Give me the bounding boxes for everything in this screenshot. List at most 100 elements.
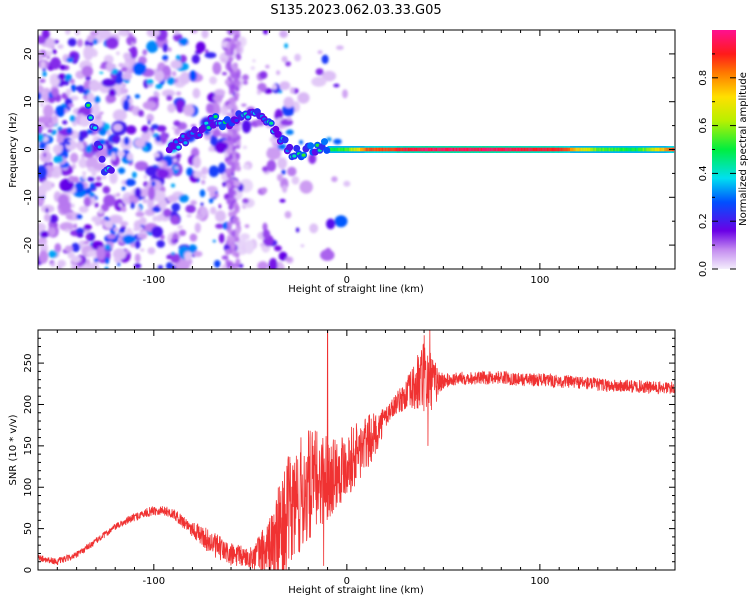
ridge-cell <box>549 147 553 152</box>
noise-blob <box>134 187 142 198</box>
ridge-cell <box>384 147 387 152</box>
noise-blob <box>167 103 176 113</box>
noise-blob <box>121 66 128 72</box>
ridge-cell <box>343 147 346 152</box>
noise-blob <box>218 162 226 175</box>
noise-blob <box>285 61 291 67</box>
ridge-cell <box>400 147 403 152</box>
ridge-cell <box>485 147 488 152</box>
ridge-cell <box>508 147 511 152</box>
noise-blob <box>66 127 73 134</box>
noise-blob <box>115 72 122 77</box>
ridge-cell <box>514 147 517 152</box>
ridge-cell <box>471 147 474 152</box>
noise-blob <box>233 180 239 187</box>
ridge-cell <box>448 147 451 152</box>
noise-blob <box>199 206 208 217</box>
noise-blob <box>92 38 98 45</box>
y-tick-label: 150 <box>23 436 34 455</box>
noise-blob <box>107 234 116 240</box>
noise-blob <box>241 119 252 134</box>
noise-blob <box>209 76 218 85</box>
noise-blob <box>102 175 107 180</box>
noise-blob <box>87 166 95 172</box>
ridge-cell <box>639 147 642 152</box>
ridge-cell <box>398 147 401 152</box>
ridge-cell <box>478 147 482 152</box>
noise-blob <box>118 228 126 234</box>
noise-blob <box>104 256 110 265</box>
noise-blob <box>185 204 196 214</box>
noise-blob <box>230 43 236 50</box>
noise-blob <box>151 180 156 187</box>
ridge-cell <box>427 147 431 152</box>
ridge-cell <box>644 147 647 152</box>
ridge-cell <box>375 147 378 152</box>
noise-blob <box>145 166 158 177</box>
noise-blob <box>151 124 159 130</box>
noise-blob <box>76 232 84 238</box>
noise-blob <box>131 42 135 46</box>
noise-blob <box>74 223 77 229</box>
noise-blob <box>186 214 192 218</box>
ridge-cell <box>440 147 443 152</box>
ridge-cell <box>591 147 594 152</box>
noise-blob <box>38 133 45 143</box>
noise-blob <box>63 79 70 86</box>
noise-blob <box>54 222 58 228</box>
noise-blob <box>122 72 133 80</box>
ridge-cell <box>557 147 560 152</box>
noise-blob <box>41 180 53 192</box>
ridge-cell <box>566 147 570 152</box>
ridge-cell <box>410 147 414 152</box>
ridge-cell <box>628 147 631 152</box>
ridge-cell <box>380 147 383 152</box>
noise-blob <box>54 243 62 253</box>
noise-blob <box>172 158 178 163</box>
ridge-cell <box>563 147 566 152</box>
ridge-cell <box>461 147 465 152</box>
noise-blob <box>131 171 137 179</box>
noise-blob <box>208 197 214 204</box>
noise-blob <box>179 71 191 85</box>
noise-blob <box>170 183 176 188</box>
noise-blob <box>57 44 64 49</box>
noise-blob <box>78 157 88 169</box>
ridge-cell <box>526 147 529 152</box>
noise-blob <box>220 132 229 138</box>
ridge-cell <box>599 147 602 152</box>
noise-blob <box>123 136 130 146</box>
noise-blob <box>157 265 164 269</box>
noise-blob <box>69 115 76 123</box>
ridge-cell <box>451 147 454 152</box>
ridge-cell <box>594 147 597 152</box>
ridge-cell <box>607 147 610 152</box>
ridge-cell <box>545 147 548 152</box>
noise-blob <box>68 103 74 108</box>
noise-blob <box>51 170 58 178</box>
noise-blob <box>240 233 250 241</box>
noise-blob <box>242 198 250 204</box>
noise-blob <box>244 224 250 229</box>
noise-blob <box>76 214 83 220</box>
noise-blob <box>38 116 51 124</box>
ridge-cell <box>377 147 380 152</box>
noise-blob <box>139 188 150 197</box>
ridge-cell <box>582 147 585 152</box>
ridge-cell <box>583 147 587 152</box>
noise-blob <box>115 205 122 211</box>
noise-blob <box>50 57 61 70</box>
x-tick-label: 0 <box>344 576 350 587</box>
noise-blob <box>218 233 225 244</box>
noise-blob <box>128 48 132 52</box>
noise-blob <box>176 153 181 159</box>
figure-title: S135.2023.062.03.33.G05 <box>270 3 441 18</box>
noise-blob <box>226 148 232 155</box>
noise-blob <box>112 109 127 122</box>
noise-blob <box>183 104 195 117</box>
noise-blob <box>229 180 235 187</box>
noise-blob <box>48 227 56 237</box>
noise-blob <box>224 79 230 86</box>
noise-blob <box>242 74 249 81</box>
noise-blob <box>165 262 173 269</box>
